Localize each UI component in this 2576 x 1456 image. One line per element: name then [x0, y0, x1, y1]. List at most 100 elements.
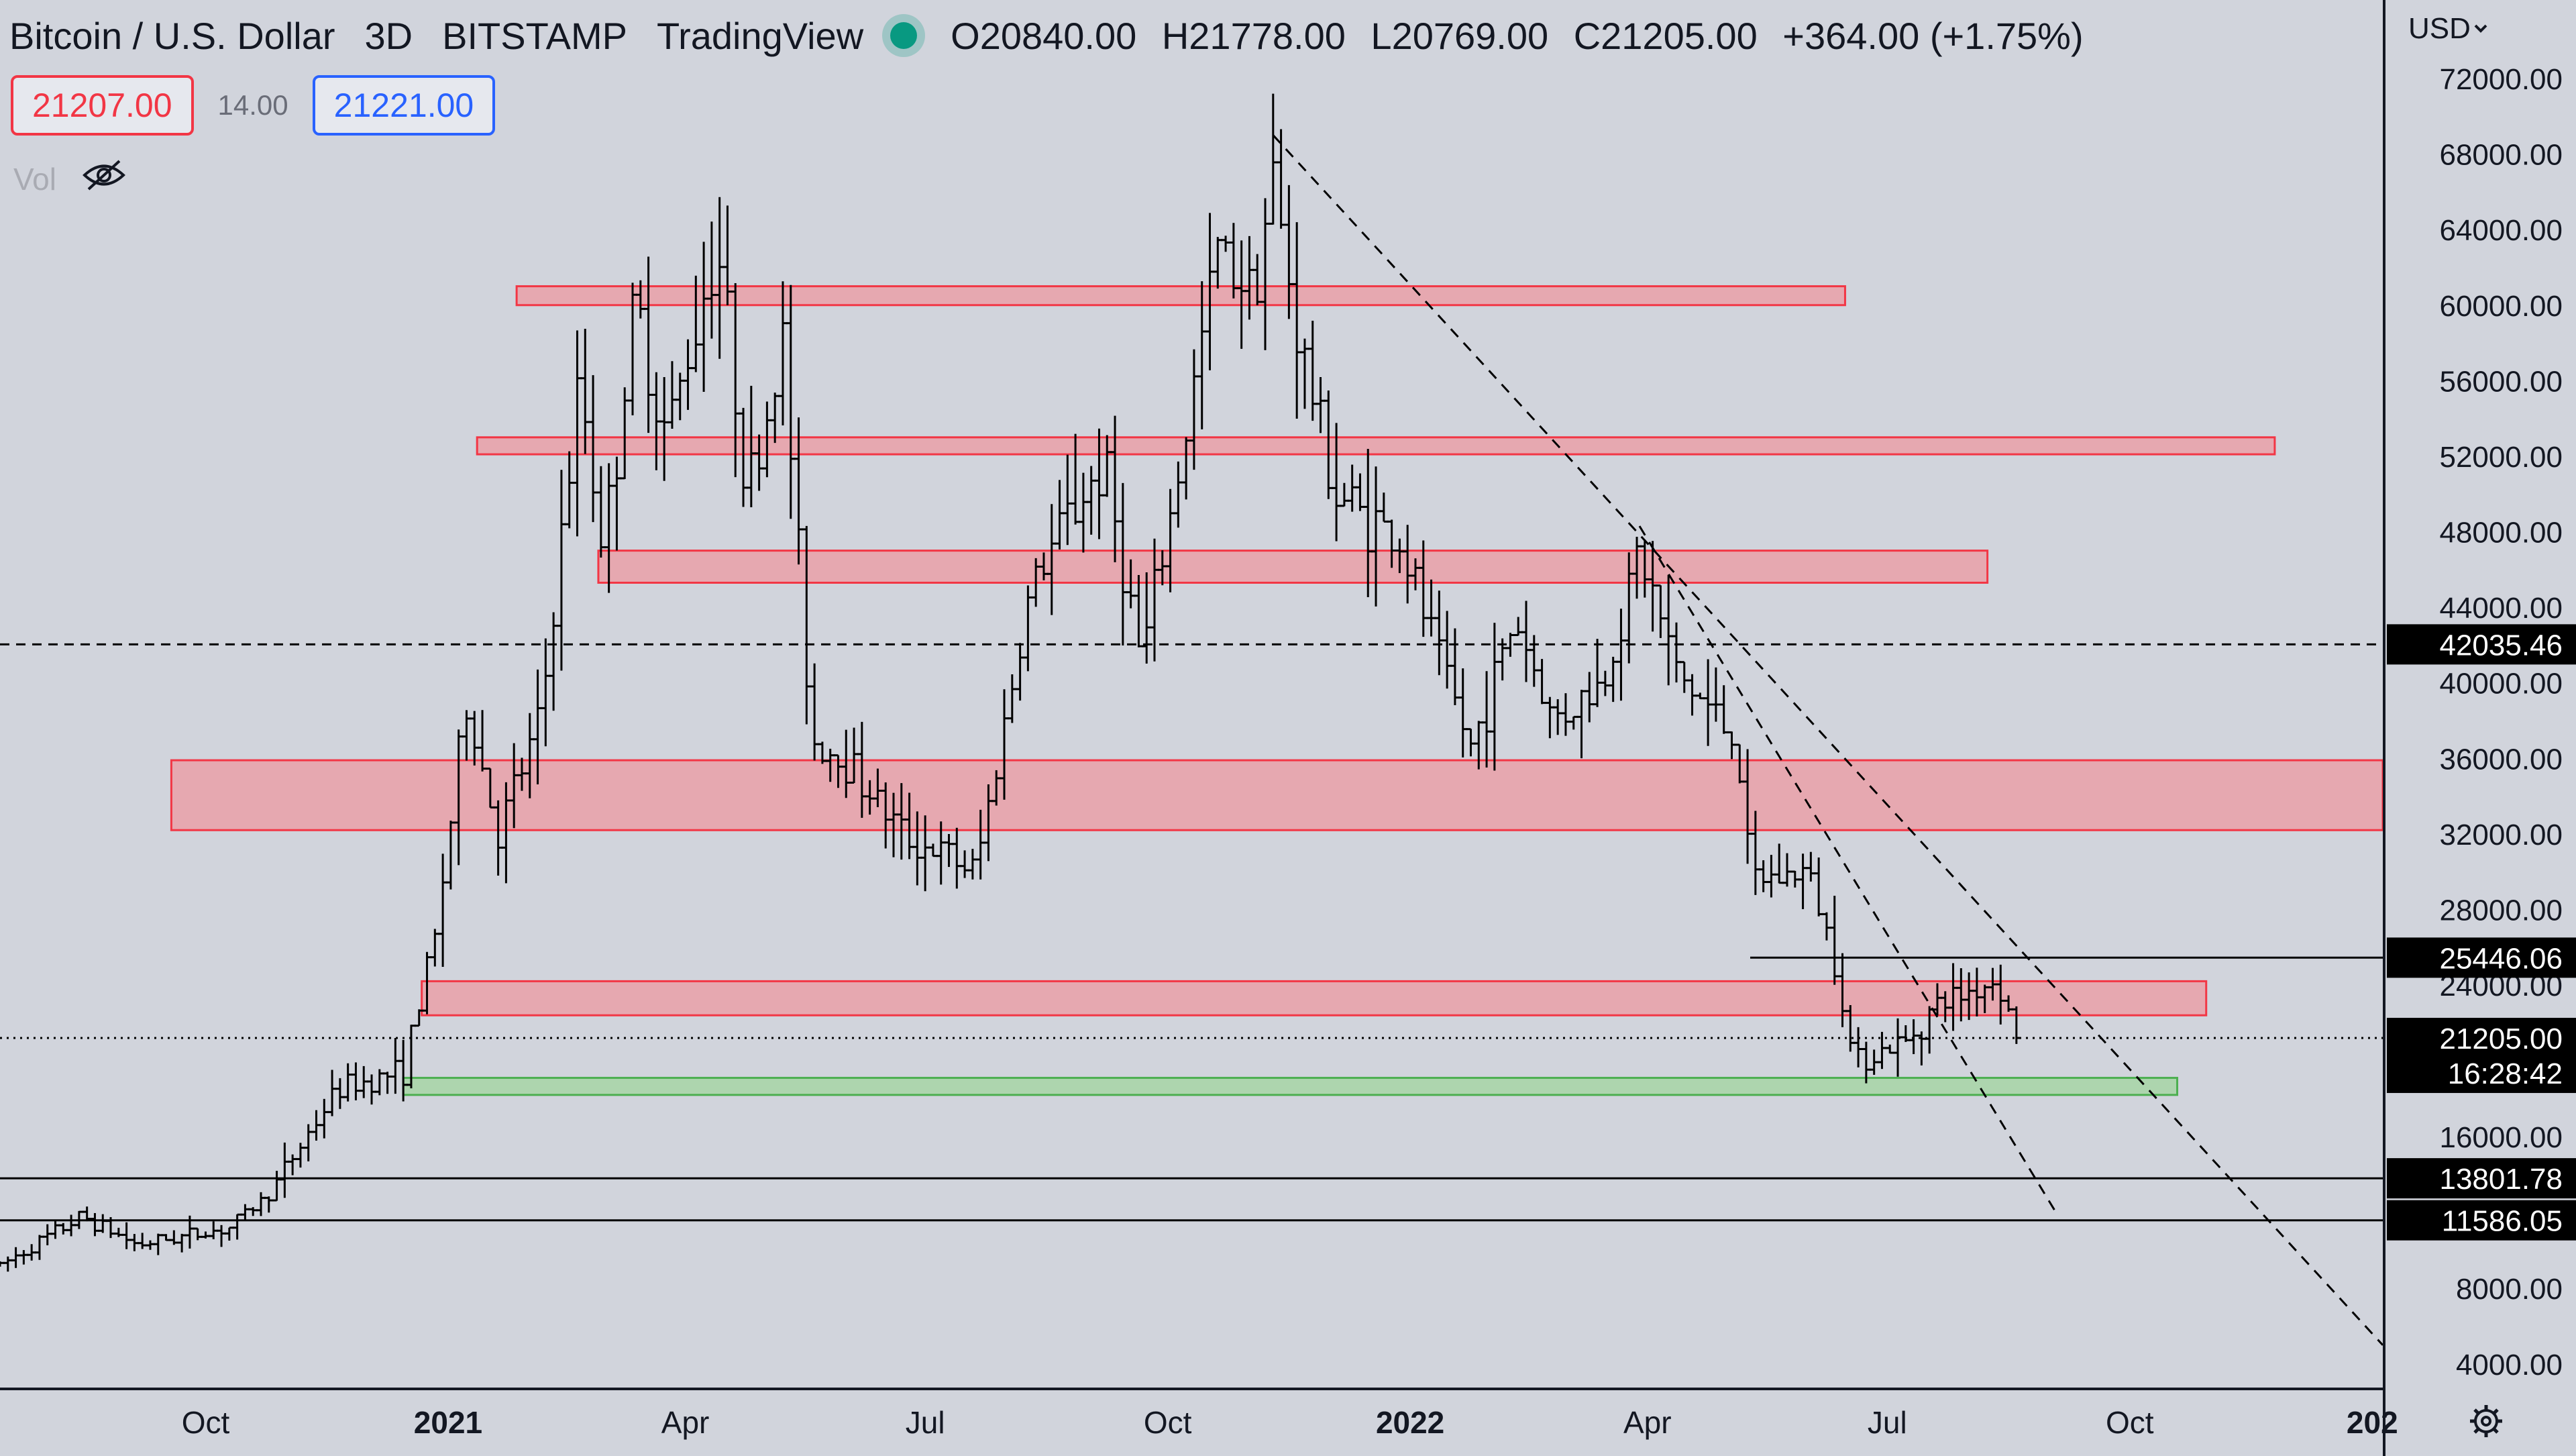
price-tag-bg [2387, 624, 2576, 665]
price-tag-label: 11586.05 [2442, 1205, 2563, 1238]
ohlc-bar-163 [1276, 129, 1286, 229]
ohlc-bar-171 [1339, 482, 1349, 507]
gear-icon[interactable] [2466, 1401, 2506, 1445]
symbol-name[interactable]: Bitcoin / U.S. Dollar [9, 14, 335, 57]
ohlc-bar-212 [1664, 574, 1674, 686]
ohlc-bar-225 [1766, 855, 1776, 898]
ohlc-bar-43 [327, 1070, 337, 1116]
ohlc-bar-185 [1450, 628, 1460, 705]
ohlc-bar-232 [1821, 912, 1831, 941]
ohlc-bar-227 [1782, 853, 1792, 887]
ohlc-bar-136 [1063, 454, 1073, 545]
ohlc-bar-6 [34, 1235, 44, 1260]
ohlc-bar-101 [786, 284, 796, 519]
ohlc-bar-75 [580, 328, 590, 454]
price-tag-1: 42035.46 [2387, 624, 2576, 665]
ohlc-bar-150 [1173, 461, 1183, 528]
ohlc-bar-2 [3, 1256, 13, 1272]
x-tick-label: Oct [182, 1405, 230, 1440]
ohlc-bar-186 [1458, 668, 1468, 758]
horizontal-lines-layer [0, 643, 2383, 1222]
chevron-down-icon [2471, 12, 2491, 46]
x-tick-label: Oct [2106, 1405, 2154, 1440]
buy-button[interactable]: 21221.00 [312, 75, 496, 136]
ohlc-bar-31 [232, 1213, 242, 1240]
price-tag-label: 25446.06 [2439, 942, 2563, 975]
y-tick-label: 68000.00 [2439, 139, 2563, 172]
platform-label: TradingView [656, 14, 864, 57]
ohlc-bar-244 [1917, 1031, 1927, 1065]
ohlc-bar-162 [1268, 93, 1278, 225]
low-value: L20769.00 [1371, 14, 1549, 57]
ohlc-bar-46 [351, 1062, 361, 1100]
ohlc-bar-123 [960, 850, 970, 878]
volume-label: Vol [13, 161, 56, 197]
ohlc-bar-45 [343, 1063, 353, 1102]
ohlc-bar-34 [256, 1192, 266, 1216]
ohlc-bar-243 [1909, 1019, 1919, 1055]
resistance-zone-1 [515, 285, 1846, 307]
ohlc-bar-39 [295, 1143, 305, 1168]
price-tag-2: 25446.06 [2387, 937, 2576, 978]
ohlc-bar-201 [1576, 689, 1587, 759]
chart-header: Bitcoin / U.S. Dollar 3D BITSTAMP Tradin… [9, 12, 2098, 59]
eye-off-icon[interactable] [82, 158, 126, 199]
ohlc-bar-14 [98, 1214, 108, 1233]
ohlc-bar-156 [1221, 236, 1231, 252]
ohlc-bar-122 [952, 827, 962, 889]
ohlc-bar-70 [541, 638, 551, 747]
ohlc-bar-72 [556, 470, 566, 671]
sell-button[interactable]: 21207.00 [11, 75, 194, 136]
ohlc-bar-256 [2011, 1006, 2021, 1044]
trendline-2 [1638, 525, 2057, 1213]
y-tick-label: 36000.00 [2439, 743, 2563, 776]
y-tick-label: 4000.00 [2456, 1349, 2563, 1382]
ohlc-bar-83 [643, 256, 653, 433]
ohlc-bar-167 [1307, 320, 1318, 421]
x-tick-label: Jul [906, 1405, 945, 1440]
interval-label[interactable]: 3D [364, 14, 413, 57]
time-axis: Oct 2021 Apr Jul Oct 2022 Apr Jul Oct 202 [182, 1405, 2398, 1440]
ohlc-bar-218 [1711, 667, 1721, 722]
price-tag-label: 42035.46 [2439, 629, 2563, 662]
ohlc-bar-203 [1593, 639, 1603, 707]
ohlc-bar-230 [1806, 851, 1816, 882]
market-status-icon [890, 22, 918, 49]
ohlc-bar-48 [367, 1074, 377, 1105]
time-axis-divider [0, 1388, 2384, 1390]
ohlc-bar-197 [1545, 696, 1555, 739]
ohlc-bar-124 [967, 849, 977, 880]
ohlc-bar-74 [572, 330, 582, 537]
ohlc-bar-155 [1213, 237, 1223, 289]
volume-indicator[interactable]: Vol [13, 158, 126, 199]
ohlc-bar-175 [1371, 466, 1381, 607]
high-value: H21778.00 [1161, 14, 1346, 57]
x-tick-label: Jul [1868, 1405, 1907, 1440]
price-tag-bg [2387, 1200, 2576, 1241]
ohlc-bar-241 [1893, 1018, 1903, 1077]
y-tick-label: 44000.00 [2439, 592, 2563, 625]
currency-selector[interactable]: USD [2408, 12, 2491, 46]
ohlc-bar-176 [1379, 492, 1389, 523]
ohlc-bar-50 [382, 1072, 392, 1094]
ohlc-bar-4 [19, 1250, 29, 1265]
ohlc-bar-3 [11, 1247, 21, 1268]
ohlc-bar-214 [1679, 661, 1689, 693]
x-tick-label: Oct [1144, 1405, 1192, 1440]
ohlc-bar-189 [1482, 671, 1492, 768]
quote-panel: 21207.00 14.00 21221.00 [11, 75, 496, 136]
ohlc-bar-26 [193, 1227, 203, 1241]
ohlc-bar-30 [224, 1227, 234, 1241]
ohlc-bar-77 [596, 466, 606, 558]
close-value: C21205.00 [1573, 14, 1758, 57]
x-tick-label: Apr [661, 1405, 710, 1440]
ohlc-bar-29 [217, 1225, 227, 1247]
ohlc-bar-224 [1758, 860, 1768, 892]
price-tag-label: 13801.78 [2439, 1163, 2563, 1196]
x-tick-label: 2021 [414, 1405, 482, 1440]
ohlc-bar-57 [438, 853, 448, 967]
ohlc-bar-231 [1814, 857, 1824, 917]
ohlc-bar-226 [1774, 843, 1784, 884]
